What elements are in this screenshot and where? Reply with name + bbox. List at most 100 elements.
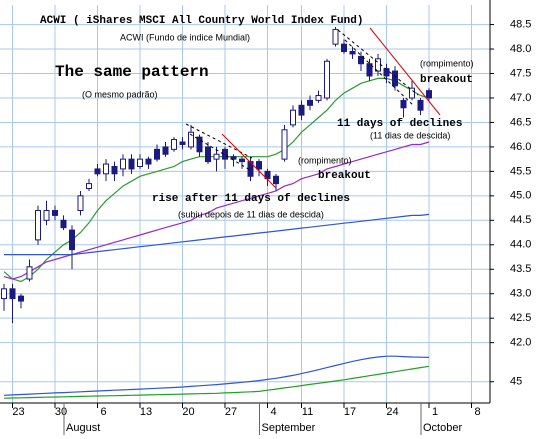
annotation: (rompimento)	[298, 155, 352, 165]
candle-body	[120, 158, 126, 170]
candle-body	[383, 68, 390, 77]
x-tick-label: 20	[182, 406, 194, 418]
y-tick-label: 46.0	[510, 141, 531, 153]
candle-body	[324, 60, 330, 99]
month-label: September	[262, 422, 316, 434]
candle-body	[128, 158, 135, 170]
annotation: breakout	[420, 74, 473, 86]
candle-body	[426, 90, 432, 99]
line-series	[3, 365, 430, 399]
x-tick-label: 6	[100, 406, 106, 418]
candle-body	[400, 99, 407, 109]
candle-body	[298, 104, 305, 116]
annotation: (subiu depois de 11 dias de descida)	[178, 209, 324, 219]
line-series	[3, 355, 430, 396]
candle-body	[366, 63, 373, 77]
candle-body	[52, 210, 58, 216]
dashed-channel	[344, 39, 415, 107]
candle-body	[264, 170, 271, 180]
candle-body	[358, 55, 364, 65]
y-tick-label: 43.0	[510, 288, 531, 300]
y-tick-label: 42.0	[510, 337, 531, 349]
candle-body	[239, 158, 245, 163]
candle-body	[179, 141, 186, 145]
marks	[1, 27, 432, 399]
candle-body	[341, 43, 347, 52]
x-tick-label: 1	[432, 406, 438, 418]
dashed-channel	[337, 29, 419, 96]
annotation: The same pattern	[55, 63, 209, 81]
candle-body	[196, 136, 203, 153]
candle-body	[86, 183, 92, 190]
candle-body	[290, 109, 296, 126]
y-tick-label: 44.0	[510, 239, 531, 251]
candle-body	[137, 158, 143, 167]
candle-body	[18, 295, 24, 302]
candle-body	[307, 99, 313, 106]
candle-body	[205, 146, 211, 163]
candle-body	[256, 161, 262, 170]
y-tick-label: 47.0	[510, 92, 531, 104]
candle-body	[77, 195, 84, 212]
candle-body	[332, 28, 339, 45]
x-tick-label: 4	[270, 406, 276, 418]
x-tick-label: 17	[344, 406, 356, 418]
candle-body	[417, 99, 424, 111]
x-tick-label: 23	[12, 406, 24, 418]
x-tick-label: 30	[55, 406, 67, 418]
candle-body	[69, 229, 75, 251]
candle-body	[26, 266, 33, 280]
candle-body	[60, 219, 67, 229]
y-tick-label: 45	[510, 376, 522, 388]
y-tick-label: 42.5	[510, 312, 531, 324]
annotation: (11 dias de descida)	[370, 130, 450, 140]
candle-body	[111, 165, 118, 175]
annotation: breakout	[318, 170, 371, 182]
annotations: The same pattern (O mesmo padrão) (rompime…	[55, 58, 474, 219]
y-tick-label: 43.5	[510, 263, 531, 275]
candle-body	[103, 163, 109, 175]
annotation: (O mesmo padrão)	[82, 89, 158, 99]
y-tick-label: 47.5	[510, 67, 531, 79]
candle-body	[154, 148, 160, 160]
candle-body	[230, 156, 237, 160]
trend-line	[221, 133, 277, 189]
x-tick-label: 24	[386, 406, 398, 418]
y-tick-label: 48.5	[510, 18, 531, 30]
candle-body	[162, 146, 169, 155]
candle-body	[94, 168, 101, 175]
candle-body	[281, 129, 288, 160]
x-tick-label: 11	[302, 406, 313, 418]
candle-body	[315, 95, 322, 101]
x-tick-label: 27	[225, 406, 237, 418]
candle-body	[145, 158, 152, 165]
month-label: August	[66, 422, 100, 434]
x-tick-label: 8	[474, 406, 480, 418]
candle-body	[9, 288, 16, 300]
candle-body	[273, 175, 279, 185]
y-tick-label: 48.0	[510, 43, 531, 55]
candle-body	[188, 131, 194, 148]
candle-body	[392, 70, 398, 87]
candle-body	[213, 153, 220, 160]
month-label: October	[423, 422, 462, 434]
trend-line	[369, 27, 441, 116]
y-tick-label: 46.5	[510, 116, 531, 128]
y-tick-label: 45.0	[510, 190, 531, 202]
annotation: 11 days of declines	[337, 118, 462, 130]
candle-body	[1, 288, 7, 300]
pattern-lines	[185, 27, 441, 189]
candle-body	[35, 210, 41, 241]
line-series	[4, 213, 430, 256]
candle-body	[171, 139, 177, 150]
annotation: rise after 11 days of declines	[152, 193, 350, 205]
candle-body	[349, 50, 356, 55]
chart-subtitle: ACWI (Fundo de indice Mundial)	[120, 32, 250, 42]
candle-body	[409, 87, 415, 99]
chart-title: ACWI ( iShares MSCI All Country World In…	[40, 15, 363, 27]
grid	[0, 5, 494, 408]
x-tick-label: 13	[140, 406, 152, 418]
candle-body	[43, 210, 50, 221]
